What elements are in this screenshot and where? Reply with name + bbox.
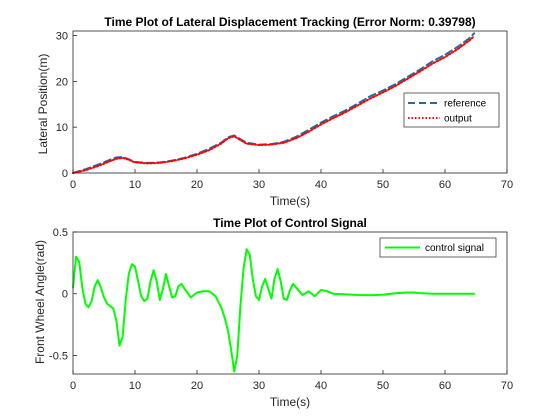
chart2-xtick-label: 60 bbox=[439, 380, 451, 392]
lateral-displacement-chart: Time Plot of Lateral Displacement Tracki… bbox=[36, 15, 513, 208]
chart1-xtick-label: 50 bbox=[377, 179, 389, 191]
chart2-xtick-label: 70 bbox=[501, 380, 513, 392]
chart1-ytick-label: 20 bbox=[56, 76, 68, 88]
legend-control-signal-label: control signal bbox=[425, 243, 484, 254]
chart2-title: Time Plot of Control Signal bbox=[213, 216, 367, 230]
chart2-legend: control signal bbox=[379, 237, 497, 258]
chart1-title: Time Plot of Lateral Displacement Tracki… bbox=[104, 15, 475, 29]
chart1-ytick-label: 0 bbox=[62, 168, 68, 180]
chart2-xlabel: Time(s) bbox=[270, 395, 310, 409]
chart2-xtick-label: 30 bbox=[253, 380, 265, 392]
chart2-xtick-label: 0 bbox=[70, 380, 76, 392]
chart1-ylabel: Lateral Position(m) bbox=[36, 54, 50, 155]
chart1-axes-box bbox=[72, 30, 508, 174]
chart2-ylabel: Front Wheel Angle(rad) bbox=[33, 240, 47, 364]
chart1-legend: reference output bbox=[403, 92, 500, 128]
chart2-xtick-label: 10 bbox=[129, 380, 141, 392]
chart2-ytick-label: 0 bbox=[62, 289, 68, 301]
chart1-xtick-label: 60 bbox=[439, 179, 451, 191]
control-signal-chart: Time Plot of Control Signal Time(s) Fron… bbox=[33, 216, 513, 409]
legend-output-label: output bbox=[444, 114, 472, 125]
chart1-xtick-label: 30 bbox=[253, 179, 265, 191]
chart2-legend-box bbox=[379, 237, 497, 258]
chart2-axes-box bbox=[72, 231, 508, 375]
chart1-ytick-label: 30 bbox=[56, 31, 68, 43]
chart2-xtick-label: 20 bbox=[191, 380, 203, 392]
chart1-xtick-label: 10 bbox=[129, 179, 141, 191]
chart1-xtick-label: 70 bbox=[501, 179, 513, 191]
chart1-ytick-label: 10 bbox=[56, 122, 68, 134]
chart1-xtick-label: 20 bbox=[191, 179, 203, 191]
chart2-ytick-label: -0.5 bbox=[49, 350, 68, 362]
chart2-series-control-signal-line bbox=[72, 248, 476, 373]
chart1-legend-box bbox=[403, 92, 500, 128]
chart2-xtick-label: 40 bbox=[315, 380, 327, 392]
chart2-ticks: 0 10 20 30 40 50 60 70 -0.5 0 0.5 bbox=[49, 227, 513, 392]
chart2-series bbox=[72, 248, 476, 373]
chart1-xtick-label: 0 bbox=[70, 179, 76, 191]
chart1-series bbox=[72, 32, 476, 174]
chart1-xtick-label: 40 bbox=[315, 179, 327, 191]
legend-reference-label: reference bbox=[444, 99, 487, 110]
chart1-series-output-line bbox=[72, 35, 476, 174]
chart2-xtick-label: 50 bbox=[377, 380, 389, 392]
chart1-xlabel: Time(s) bbox=[270, 194, 310, 208]
chart2-ytick-label: 0.5 bbox=[53, 227, 68, 239]
